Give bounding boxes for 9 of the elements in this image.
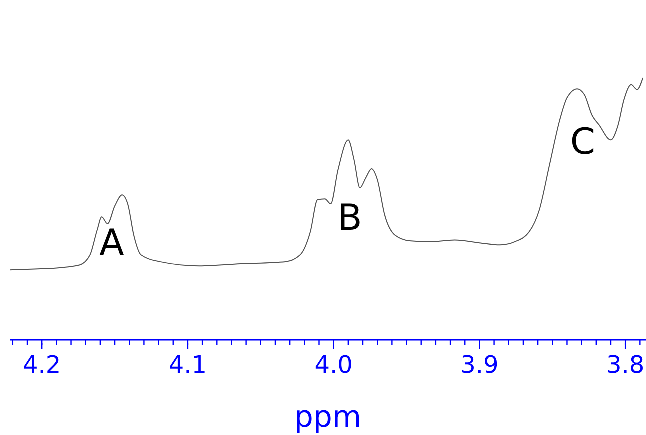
x-tick-label: 3.8 [606, 351, 645, 379]
x-tick-label: 4.2 [23, 351, 62, 379]
annotation: B [338, 198, 362, 239]
x-tick-label: 4.0 [314, 351, 353, 379]
x-tick-label: 4.1 [168, 351, 208, 379]
annotation: A [100, 223, 124, 264]
x-axis-title: ppm [294, 400, 362, 435]
annotation: C [570, 122, 596, 163]
x-tick-label: 3.9 [460, 351, 499, 379]
